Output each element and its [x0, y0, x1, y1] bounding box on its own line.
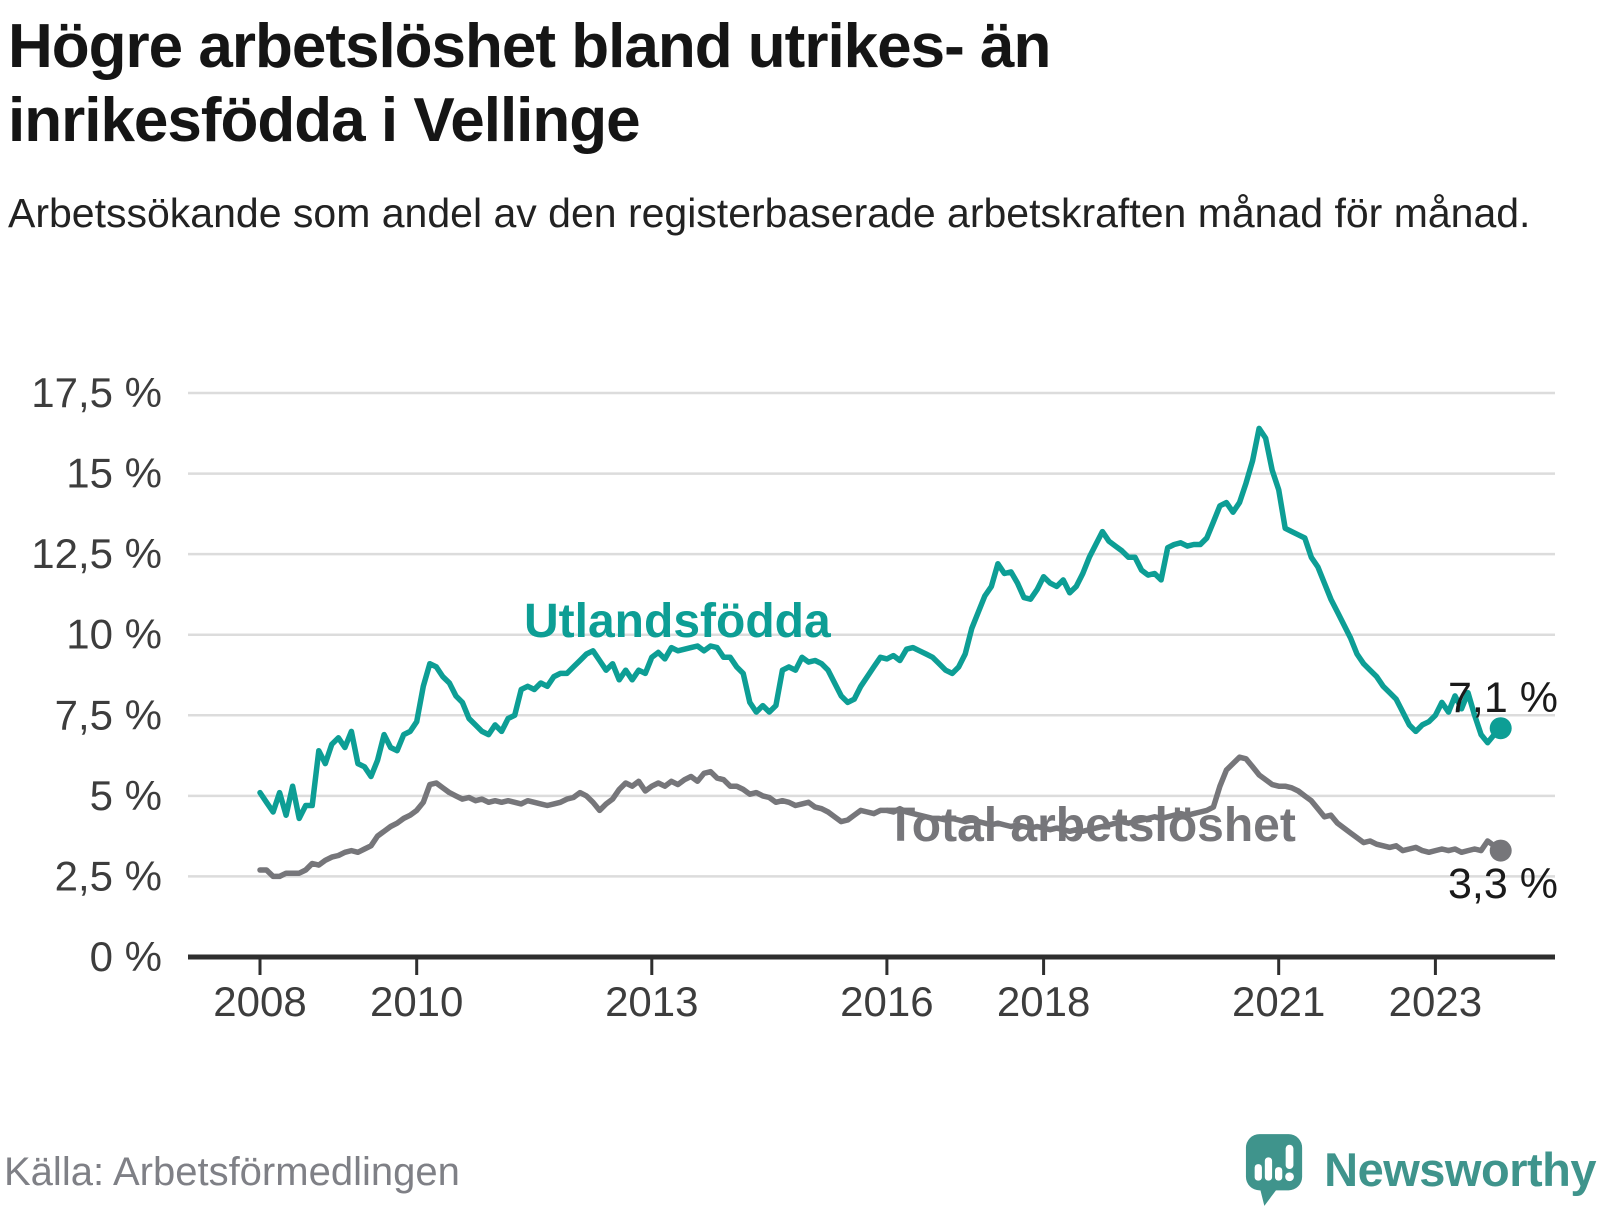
y-axis-tick-label: 17,5 % — [31, 369, 162, 416]
y-axis-tick-label: 10 % — [66, 611, 162, 658]
x-axis-tick-label: 2018 — [997, 978, 1090, 1025]
series-label-total-arbetsloshet: Total arbetslöshet — [886, 799, 1296, 852]
end-value-label-total-arbetsloshet: 3,3 % — [1448, 860, 1558, 908]
x-axis-tick-label: 2021 — [1232, 978, 1325, 1025]
chart-bubble-icon — [1246, 1134, 1303, 1206]
x-axis-tick-label: 2010 — [370, 978, 463, 1025]
chart-header: Högre arbetslöshet bland utrikes- än inr… — [8, 10, 1568, 240]
y-axis-labels: 0 % 2,5 % 5 % 7,5 % 10 % 12,5 % 15 % 17,5 % — [31, 369, 162, 980]
newsworthy-logo-text: Newsworthy — [1324, 1142, 1596, 1196]
y-axis-tick-label: 12,5 % — [31, 530, 162, 577]
x-axis-tick-marks — [258, 959, 1437, 975]
y-axis-tick-label: 15 % — [66, 450, 162, 497]
end-value-label-utlandsfodda: 7,1 % — [1448, 674, 1558, 722]
series-line-total-arbetsloshet — [257, 754, 1504, 880]
x-axis-tick-label: 2008 — [213, 978, 306, 1025]
line-chart: 0 % 2,5 % 5 % 7,5 % 10 % 12,5 % 15 % 17,5 % 200… — [31, 369, 1558, 1025]
chart-footer: Källa: Arbetsförmedlingen Newsworthy — [4, 1124, 1596, 1206]
series-line-utlandsfodda — [257, 425, 1504, 822]
x-axis-tick-label: 2013 — [605, 978, 698, 1025]
y-axis-tick-label: 5 % — [90, 772, 162, 819]
series-label-utlandsfodda: Utlandsfödda — [524, 595, 831, 648]
x-axis-labels: 2008 2010 2013 2016 2018 2021 2023 — [213, 978, 1482, 1025]
page-subtitle: Arbetssökande som andel av den registerb… — [8, 189, 1531, 236]
end-dot-total-arbetsloshet — [1489, 839, 1512, 862]
end-dot-utlandsfodda — [1489, 717, 1512, 740]
page-title: Högre arbetslöshet bland utrikes- än inr… — [8, 12, 1051, 156]
source-note: Källa: Arbetsförmedlingen — [4, 1150, 460, 1194]
newsworthy-logo: Newsworthy — [1244, 1132, 1596, 1206]
x-axis-tick-label: 2016 — [840, 978, 933, 1025]
y-axis-tick-label: 7,5 % — [55, 691, 162, 738]
y-axis-tick-label: 0 % — [90, 933, 162, 980]
y-axis-tick-label: 2,5 % — [55, 852, 162, 899]
x-axis-tick-label: 2023 — [1389, 978, 1482, 1025]
